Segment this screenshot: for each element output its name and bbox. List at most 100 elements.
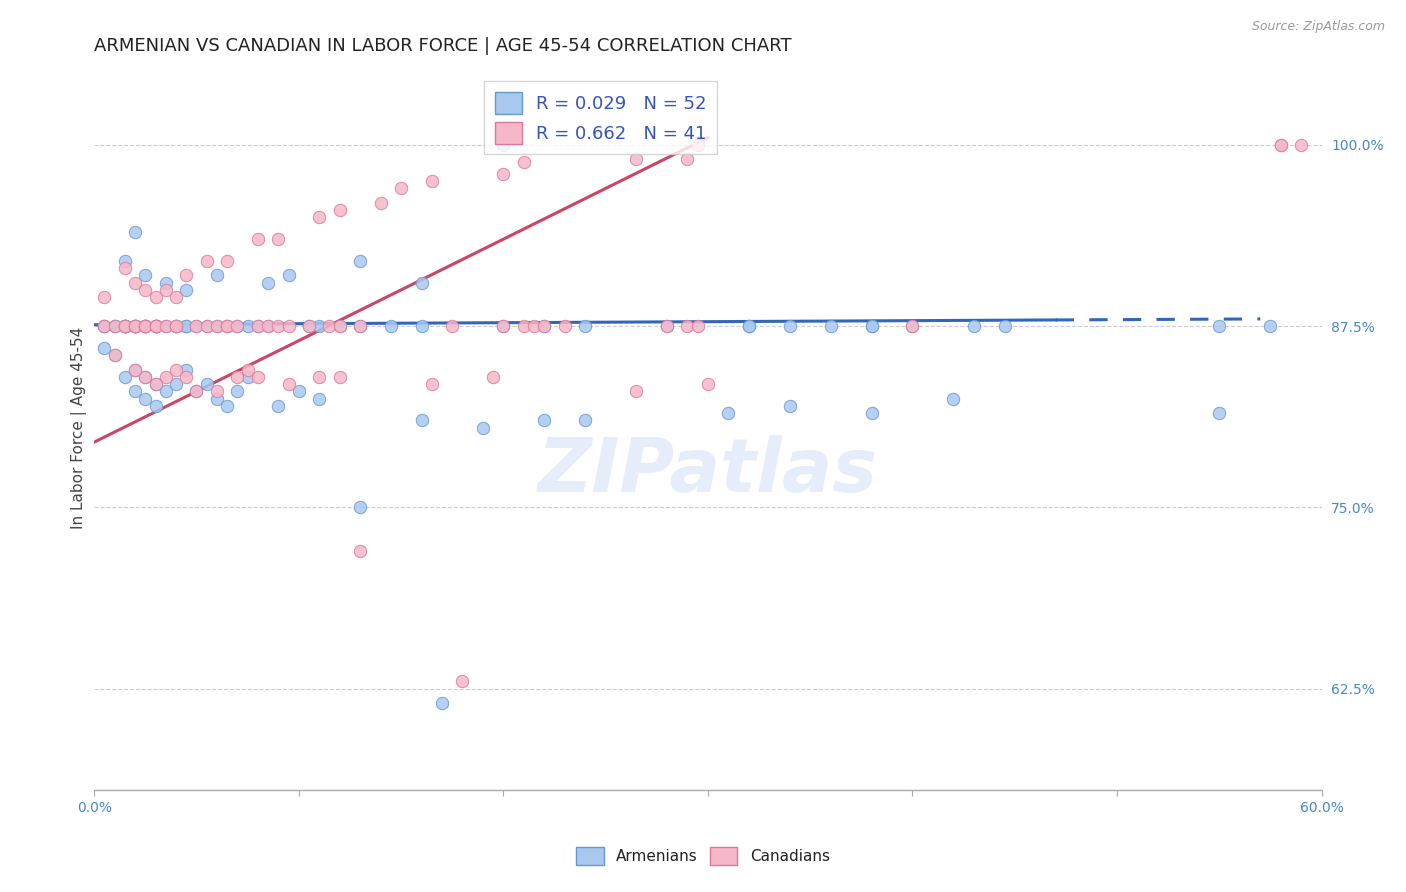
Point (226, 319, 249, 334)
Point (308, 211, 330, 225)
Point (717, 406, 740, 420)
Point (93, 319, 115, 334)
Point (696, 377, 718, 392)
Point (451, 674, 474, 689)
Point (114, 319, 136, 334)
Point (533, 319, 555, 334)
Point (217, 319, 239, 334)
Point (205, 268, 228, 283)
Point (318, 319, 340, 334)
Point (217, 399, 239, 413)
Point (134, 268, 156, 283)
Point (370, 196, 392, 211)
Point (186, 319, 208, 334)
Point (1260, 319, 1282, 334)
Point (860, 406, 883, 420)
Point (186, 319, 208, 334)
Point (145, 377, 167, 392)
Point (124, 319, 146, 334)
Point (124, 362, 146, 376)
Point (195, 377, 218, 392)
Point (205, 392, 228, 406)
Point (860, 319, 883, 334)
Point (165, 319, 187, 334)
Point (155, 319, 177, 334)
Point (226, 384, 249, 399)
Point (93, 319, 115, 334)
Point (380, 319, 402, 334)
Point (145, 319, 167, 334)
Point (686, 319, 709, 334)
Point (104, 319, 127, 334)
Point (104, 319, 127, 334)
Point (411, 276, 433, 290)
Point (492, 167, 515, 181)
Point (287, 384, 309, 399)
Point (1208, 406, 1230, 420)
Point (205, 319, 228, 334)
Point (124, 276, 146, 290)
Point (186, 384, 208, 399)
Point (676, 153, 699, 167)
Point (155, 384, 177, 399)
Point (1270, 137, 1292, 152)
Point (114, 319, 136, 334)
Point (145, 290, 167, 304)
Point (195, 319, 218, 334)
Text: ARMENIAN VS CANADIAN IN LABOR FORCE | AGE 45-54 CORRELATION CHART: ARMENIAN VS CANADIAN IN LABOR FORCE | AG… (94, 37, 792, 55)
Point (124, 319, 146, 334)
Point (104, 348, 127, 362)
Point (165, 362, 187, 376)
Point (134, 283, 156, 297)
Point (134, 319, 156, 334)
Legend: R = 0.029   N = 52, R = 0.662   N = 41: R = 0.029 N = 52, R = 0.662 N = 41 (484, 81, 717, 154)
Point (492, 137, 515, 152)
Point (411, 319, 433, 334)
Point (236, 362, 259, 376)
Point (186, 384, 208, 399)
Point (257, 276, 280, 290)
Point (420, 174, 443, 188)
Point (134, 392, 156, 406)
Point (420, 377, 443, 392)
Point (411, 413, 433, 427)
Point (308, 392, 330, 406)
Point (174, 362, 197, 376)
Point (205, 384, 228, 399)
Point (134, 370, 156, 384)
Point (236, 370, 259, 384)
Point (349, 319, 371, 334)
Point (349, 319, 371, 334)
Point (901, 319, 924, 334)
Point (257, 319, 280, 334)
Point (226, 370, 249, 384)
Point (226, 319, 249, 334)
Legend: Armenians, Canadians: Armenians, Canadians (571, 841, 835, 871)
Point (93, 290, 115, 304)
Point (155, 283, 177, 297)
Point (165, 377, 187, 392)
Point (655, 319, 678, 334)
Text: ZIPatlas: ZIPatlas (538, 434, 877, 508)
Point (155, 370, 177, 384)
Point (93, 319, 115, 334)
Point (492, 319, 515, 334)
Point (277, 319, 299, 334)
Point (277, 268, 299, 283)
Point (329, 203, 352, 218)
Point (471, 420, 494, 434)
Point (174, 370, 197, 384)
Point (779, 319, 801, 334)
Point (145, 319, 167, 334)
Point (441, 319, 464, 334)
Point (145, 319, 167, 334)
Point (165, 319, 187, 334)
Point (655, 319, 678, 334)
Point (993, 319, 1015, 334)
Point (124, 384, 146, 399)
Point (114, 254, 136, 268)
Point (104, 348, 127, 362)
Point (298, 319, 321, 334)
Point (676, 319, 699, 334)
Point (205, 319, 228, 334)
